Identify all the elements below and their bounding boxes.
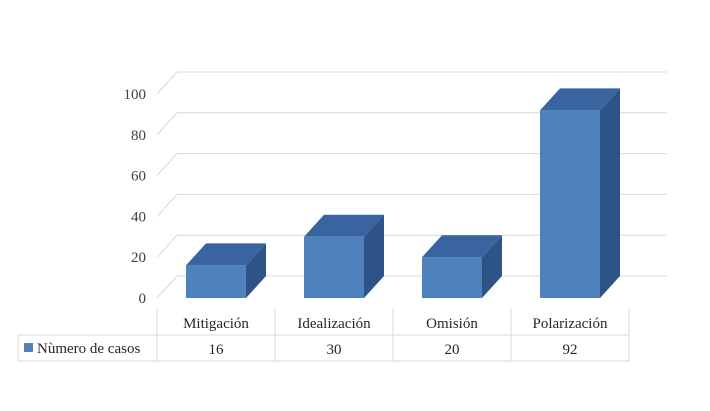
category-label-Idealización: Idealización xyxy=(297,316,371,332)
y-tick-label-80: 80 xyxy=(131,128,146,144)
bar-top-Idealización xyxy=(304,214,384,237)
legend-swatch xyxy=(24,343,33,352)
bar-side-Omisión xyxy=(482,235,502,298)
category-label-Omisión: Omisión xyxy=(426,316,478,332)
bar-front-Polarización xyxy=(540,110,600,298)
bar-side-Polarización xyxy=(600,88,620,298)
bar-front-Mitigación xyxy=(186,265,246,298)
y-tick-label-100: 100 xyxy=(124,87,147,103)
data-value-Idealización: 30 xyxy=(327,342,342,358)
bar-front-Idealización xyxy=(304,236,364,298)
data-value-Polarización: 92 xyxy=(563,342,578,358)
y-tick-label-60: 60 xyxy=(131,169,146,185)
bar-Polarización xyxy=(540,88,620,298)
bar-Mitigación xyxy=(186,243,266,298)
bar-Omisión xyxy=(422,235,502,298)
bar-top-Omisión xyxy=(422,235,502,258)
gridline-side-80 xyxy=(156,112,178,136)
y-tick-label-40: 40 xyxy=(131,209,146,225)
data-value-Omisión: 20 xyxy=(445,342,460,358)
y-tick-label-20: 20 xyxy=(131,250,146,266)
gridline-side-0 xyxy=(156,275,178,299)
gridline-side-20 xyxy=(156,234,178,258)
bar-top-Polarización xyxy=(540,88,620,111)
data-value-Mitigación: 16 xyxy=(209,342,225,358)
category-label-Mitigación: Mitigación xyxy=(183,316,249,332)
legend-series-name: Nùmero de casos xyxy=(37,341,140,357)
category-label-Polarización: Polarización xyxy=(533,316,608,332)
gridline-side-40 xyxy=(156,194,178,217)
y-tick-label-0: 0 xyxy=(139,291,147,307)
gridline-side-60 xyxy=(156,153,178,176)
bar-side-Mitigación xyxy=(246,243,266,298)
bar-front-Omisión xyxy=(422,257,482,298)
gridline-side-100 xyxy=(156,71,178,95)
bar-Idealización xyxy=(304,214,384,298)
bar-top-Mitigación xyxy=(186,243,266,266)
bar-side-Idealización xyxy=(364,214,384,298)
